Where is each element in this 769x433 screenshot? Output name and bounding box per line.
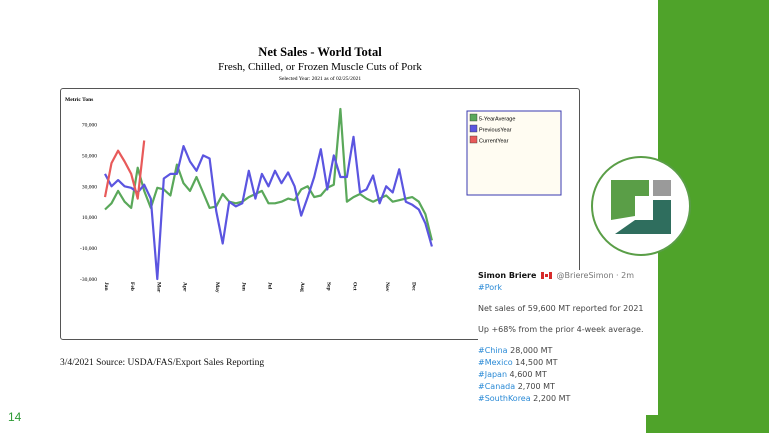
tweet-country-line: #Canada 2,700 MT: [478, 381, 646, 393]
legend-swatch: [469, 113, 478, 122]
tweet-line-2: Up +68% from the prior 4-week average.: [478, 325, 644, 334]
company-logo: [591, 156, 691, 256]
y-tick-label: 30,000: [82, 184, 97, 190]
legend-box: [466, 110, 562, 196]
chart-titles: Net Sales - World Total Fresh, Chilled, …: [60, 44, 580, 83]
tweet-hashtag[interactable]: #Pork: [478, 283, 503, 292]
country-value: 14,500 MT: [512, 358, 558, 367]
tweet-country-line: #Japan 4,600 MT: [478, 369, 646, 381]
tweet-author[interactable]: Simon Briere: [478, 271, 537, 280]
series-line: [104, 107, 433, 241]
y-tick-label: -30,000: [80, 277, 97, 283]
x-tick-label: Jul: [266, 282, 272, 290]
series-line: [104, 135, 433, 281]
page-number: 14: [8, 410, 22, 424]
country-value: 2,700 MT: [515, 382, 555, 391]
chart-title: Net Sales - World Total: [258, 45, 382, 59]
x-tick-label: Oct: [351, 282, 357, 291]
country-value: 28,000 MT: [507, 346, 553, 355]
tweet-country-line: #Mexico 14,500 MT: [478, 357, 646, 369]
chart-frame: Metric Tons -30,000 -10,000 10,000 30,000 50,…: [60, 88, 580, 340]
x-tick-label: Jun: [240, 282, 246, 291]
legend-label: CurrentYear: [479, 139, 509, 145]
line-chart: Metric Tons -30,000 -10,000 10,000 30,000 50,…: [65, 97, 562, 293]
country-value: 2,200 MT: [530, 394, 571, 403]
canada-flag-icon: [540, 272, 552, 279]
x-tick-label: Aug: [299, 282, 305, 292]
x-tick-label: Sep: [325, 282, 331, 291]
x-tick-label: Dec: [410, 282, 416, 291]
company-logo-icon: [611, 180, 671, 234]
x-tick-label: Feb: [129, 282, 135, 291]
country-value: 4,600 MT: [507, 370, 547, 379]
tweet-card: Simon Briere @BriereSimon · 2m #Pork Net…: [478, 270, 646, 405]
tweet-line-1: Net sales of 59,600 MT reported for 2021: [478, 304, 644, 313]
country-hashtag[interactable]: #Canada: [478, 382, 516, 391]
y-tick-label: 10,000: [82, 215, 97, 221]
tweet-country-list: #China 28,000 MT #Mexico 14,500 MT #Japan …: [478, 345, 646, 405]
y-tick-label: -10,000: [80, 246, 97, 252]
tweet-header: Simon Briere @BriereSimon · 2m: [478, 270, 646, 282]
y-tick-label: 50,000: [82, 153, 97, 159]
x-tick-label: Nov: [384, 282, 390, 292]
x-tick-label: Apr: [181, 282, 187, 292]
tweet-country-line: #SouthKorea 2,200 MT: [478, 393, 646, 405]
country-hashtag[interactable]: #Japan: [478, 370, 508, 379]
chart-note: Selected Year: 2021 as of 02/25/2021: [278, 76, 362, 82]
legend-swatch: [469, 135, 478, 144]
x-tick-label: Mar: [155, 282, 161, 293]
legend-label: PreviousYear: [479, 128, 512, 134]
chart-subtitle: Fresh, Chilled, or Frozen Muscle Cuts of…: [218, 61, 422, 73]
source-note: 3/4/2021 Source: USDA/FAS/Export Sales R…: [60, 358, 265, 368]
series-line: [103, 140, 146, 200]
legend-swatch: [469, 124, 478, 133]
x-tick-label: May: [214, 282, 220, 293]
legend-label: 5-YearAverage: [479, 117, 515, 123]
x-tick-label: Jan: [103, 282, 109, 291]
country-hashtag[interactable]: #Mexico: [478, 358, 513, 367]
country-hashtag[interactable]: #China: [478, 346, 508, 355]
y-tick-label: 70,000: [82, 122, 97, 128]
tweet-country-line: #China 28,000 MT: [478, 345, 646, 357]
tweet-handle[interactable]: @BriereSimon · 2m: [556, 271, 635, 280]
country-hashtag[interactable]: #SouthKorea: [478, 394, 531, 403]
y-axis-label: Metric Tons: [65, 97, 93, 103]
